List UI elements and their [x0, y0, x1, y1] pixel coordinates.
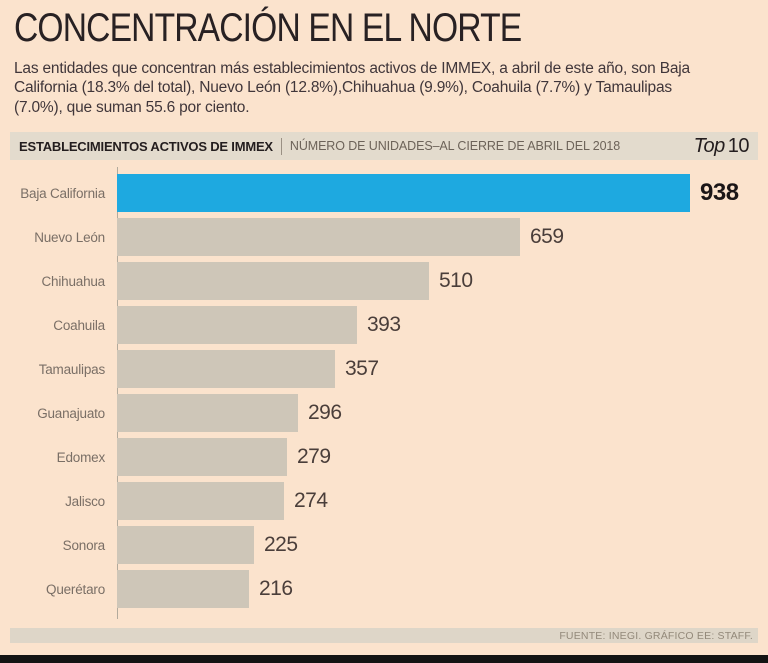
bar-highlighted [117, 174, 690, 212]
category-label: Edomex [56, 449, 106, 465]
value-label: 279 [297, 445, 331, 468]
bottom-rule [0, 655, 768, 663]
category-label: Baja California [20, 185, 105, 201]
bar-track: 659 [117, 218, 564, 256]
chart-rows: Baja California 938 Nuevo León 659 Chihuahua… [0, 174, 768, 608]
chart-row: Nuevo León 659 [0, 218, 768, 256]
chart-kicker: ESTABLECIMIENTOS ACTIVOS DE IMMEX [19, 138, 273, 154]
category-label: Nuevo León [34, 229, 105, 245]
chart-row: Baja California 938 [0, 174, 768, 212]
category-label: Coahuila [53, 317, 105, 333]
bar-track: 216 [117, 570, 293, 608]
category-label: Tamaulipas [38, 361, 105, 377]
chart-description: Las entidades que concentran más estable… [14, 60, 690, 116]
value-label: 393 [367, 313, 401, 336]
chart-row: Tamaulipas 357 [0, 350, 768, 388]
top10-word: Top [693, 134, 726, 157]
bar-track: 274 [117, 482, 328, 520]
top10-number: 10 [727, 134, 750, 157]
bar [117, 482, 284, 520]
category-label: Jalisco [65, 493, 105, 509]
bar-track: 225 [117, 526, 298, 564]
value-label: 938 [700, 179, 739, 206]
header-divider [280, 137, 282, 155]
chart-row: Querétaro 216 [0, 570, 768, 608]
bar [117, 306, 357, 344]
source-credit: FUENTE: INEGI. GRÁFICO EE: STAFF. [559, 629, 753, 642]
bar [117, 350, 335, 388]
page-title: CONCENTRACIÓN EN EL NORTE [14, 6, 522, 50]
top10-badge: Top 10 [693, 134, 750, 158]
value-label: 510 [439, 269, 473, 292]
bar [117, 438, 287, 476]
bar-track: 357 [117, 350, 379, 388]
chart-row: Guanajuato 296 [0, 394, 768, 432]
bar [117, 570, 249, 608]
bar [117, 526, 254, 564]
bar-track: 938 [117, 174, 739, 212]
value-label: 225 [264, 533, 298, 556]
category-label: Sonora [62, 537, 106, 553]
chart-row: Edomex 279 [0, 438, 768, 476]
chart-row: Sonora 225 [0, 526, 768, 564]
chart-baseline-axis [117, 167, 118, 619]
chart-row: Coahuila 393 [0, 306, 768, 344]
bar-track: 510 [117, 262, 473, 300]
bar [117, 262, 429, 300]
footer-bar: FUENTE: INEGI. GRÁFICO EE: STAFF. [10, 628, 758, 643]
value-label: 357 [345, 357, 379, 380]
category-label: Chihuahua [41, 273, 105, 289]
category-label: Querétaro [46, 581, 105, 597]
bar-track: 393 [117, 306, 401, 344]
bar [117, 394, 298, 432]
value-label: 296 [308, 401, 342, 424]
value-label: 274 [294, 489, 328, 512]
bar [117, 218, 520, 256]
value-label: 659 [530, 225, 564, 248]
bar-chart: Baja California 938 Nuevo León 659 Chihuahua… [0, 174, 768, 614]
chart-header-bar: ESTABLECIMIENTOS ACTIVOS DE IMMEX NÚMERO… [10, 132, 758, 160]
bar-track: 296 [117, 394, 342, 432]
chart-row: Jalisco 274 [0, 482, 768, 520]
bar-track: 279 [117, 438, 331, 476]
value-label: 216 [259, 577, 293, 600]
chart-sub-kicker: NÚMERO DE UNIDADES–AL CIERRE DE ABRIL DE… [289, 139, 621, 153]
chart-row: Chihuahua 510 [0, 262, 768, 300]
category-label: Guanajuato [37, 405, 105, 421]
